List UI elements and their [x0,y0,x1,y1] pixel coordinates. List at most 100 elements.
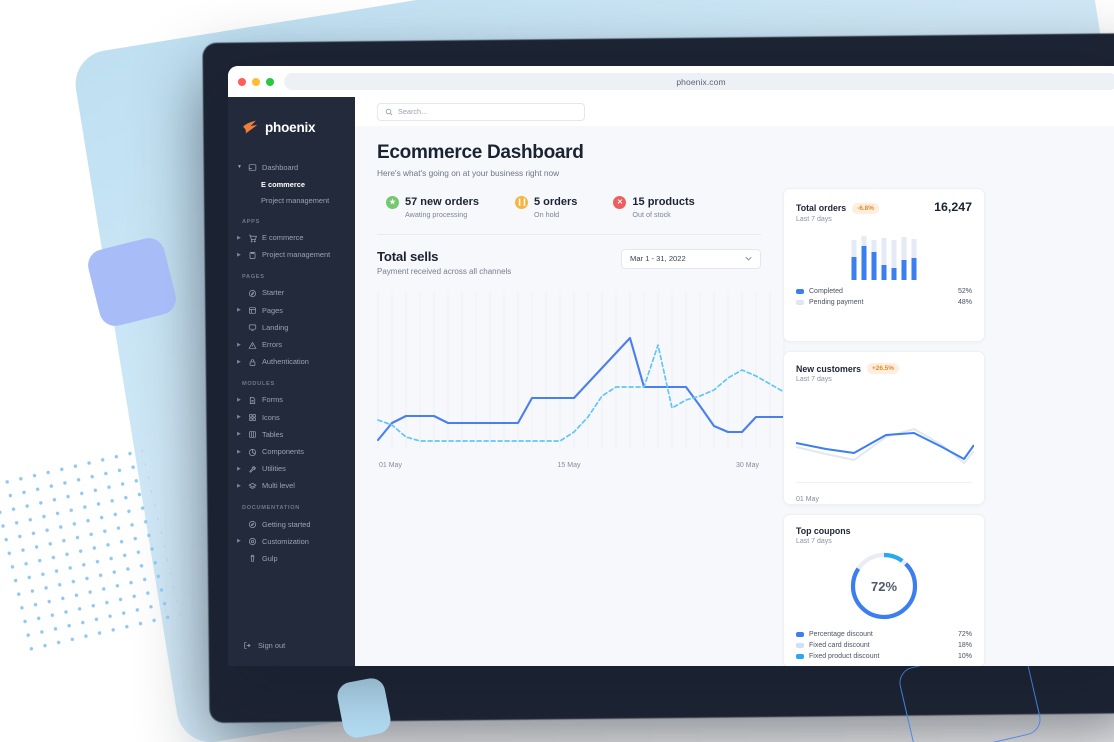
date-range-select[interactable]: Mar 1 - 31, 2022 [621,248,761,269]
stat-on-hold[interactable]: ❙❙ 5 orders On hold [506,195,578,219]
stat-value-on-hold: 5 orders [533,196,578,208]
sidebar-item-errors[interactable]: ▶ Errors [228,337,355,354]
chevron-right-icon: ▶ [237,414,241,421]
sidebar-item-utilities[interactable]: ▶ Utilities [228,461,355,478]
gulp-cup-icon [250,555,255,563]
card-total-orders: Total orders -6.8% 16,247 Last 7 days [783,188,985,342]
chevron-right-icon: ▶ [237,234,241,241]
chart-gridlines [377,291,785,448]
top-coupons-subtitle: Last 7 days [796,538,832,545]
clipboard-icon [249,251,256,259]
legend-label: Percentage discount [809,631,873,638]
chevron-right-icon: ▶ [237,448,241,455]
brand-logo[interactable]: phoenix [228,111,355,143]
sidebar-item-landing[interactable]: Landing [228,319,355,336]
new-customers-axis: 01 May [796,482,972,506]
chevron-right-icon: ▶ [237,465,241,472]
legend-swatch [796,289,804,294]
stat-caption-on-hold: On hold [533,209,560,219]
dashboard-icon [248,164,257,171]
total-sells-subtitle: Payment received across all channels [377,266,512,276]
total-sells-title: Total sells [377,248,439,264]
legend-swatch [796,643,804,648]
minimize-window-button[interactable] [252,77,260,86]
sidebar-label-gulp: Gulp [262,553,278,563]
global-search-input[interactable]: Search... [377,102,585,121]
sign-out-button[interactable]: Sign out [228,641,355,666]
sidebar-item-starter[interactable]: Starter [228,285,355,302]
gear-circle-icon [248,538,257,546]
sign-out-label: Sign out [258,641,286,650]
new-customers-header: New customers +26.5% [796,363,972,374]
chevron-right-icon: ▶ [237,251,241,258]
maximize-window-button[interactable] [266,77,274,86]
legend-value: 48% [957,299,972,306]
new-customers-svg [795,428,975,464]
sidebar-label-tables: Tables [262,429,284,439]
sidebar-label-icons: Icons [262,412,280,422]
pause-badge: ❙❙ [514,195,528,209]
window-traffic-lights[interactable] [238,77,274,86]
total-orders-title: Total orders [796,203,847,213]
sidebar-item-apps-project-management[interactable]: ▶ Project management [228,247,355,264]
total-orders-barchart [796,232,972,284]
sidebar-item-tables[interactable]: ▶ Tables [228,426,355,443]
browser-address-bar[interactable]: phoenix.com [284,73,1114,90]
compass-icon [248,290,257,298]
phoenix-bird-icon [243,120,258,134]
chevron-right-icon: ▶ [237,431,241,438]
cart-icon [249,234,257,242]
legend-item: Percentage discount 72% [796,631,972,638]
form-file-icon [249,397,256,404]
sidebar-item-pages[interactable]: ▶ Pages [228,302,355,319]
stat-strip: ★ 57 new orders Awating processing [377,195,761,235]
sidebar-item-gulp[interactable]: Gulp [228,550,355,567]
sidebar-section-documentation: DOCUMENTATION [242,505,300,511]
sidebar-subitem-ecommerce[interactable]: E commerce [261,179,305,189]
sidebar-section-pages: PAGES [242,273,265,280]
close-window-button[interactable] [238,77,246,86]
sidebar-item-dashboard[interactable]: ▼ Dashboard [228,159,355,176]
xtick-mid: 15 May [557,461,581,469]
sidebar-item-getting-started[interactable]: Getting started [228,516,355,533]
sidebar-item-apps-ecommerce[interactable]: ▶ E commerce [228,230,355,247]
stat-caption-out-of-stock: Out of stock [632,209,671,219]
sidebar-item-icons[interactable]: ▶ Icons [228,409,355,426]
sidebar-item-components[interactable]: ▶ Components [228,443,355,460]
total-sells-svg [376,291,786,448]
total-orders-value: 16,247 [934,200,972,214]
sidebar-label-apps-ecommerce: E commerce [262,233,304,243]
rocket-circle-icon [248,521,257,529]
top-coupons-center-value: 72% [870,578,898,594]
chevron-down-icon [745,256,752,261]
sidebar-label-customization: Customization [262,536,309,546]
legend-label: Pending payment [809,299,864,306]
chevron-right-icon: ▶ [237,396,241,403]
top-coupons-donut: 72% [796,545,972,627]
legend-label: Fixed card discount [809,642,870,649]
baseline-line [795,428,975,464]
sidebar-label-forms: Forms [262,395,283,405]
sidebar-item-multi-level[interactable]: ▶ Multi level [228,478,355,495]
stat-out-of-stock[interactable]: ✕ 15 products Out of stock [604,195,695,219]
global-search-placeholder: Search... [398,107,428,116]
page-subtitle: Here's what's going on at your business … [377,168,560,178]
browser-window: phoenix.com phoenix ▼ [228,66,1114,666]
legend-value: 72% [957,631,972,638]
sidebar-subitem-project-management[interactable]: Project management [261,195,330,205]
right-column: Total orders -6.8% 16,247 Last 7 days [783,178,1114,666]
stat-new-orders[interactable]: ★ 57 new orders Awating processing [377,195,479,219]
chevron-right-icon: ▶ [237,538,241,545]
sidebar-section-apps: APPS [242,218,261,225]
sidebar-item-forms[interactable]: ▶ Forms [228,392,355,409]
legend-item: Fixed product discount 10% [796,653,972,660]
sidebar-item-authentication[interactable]: ▶ Authentication [228,354,355,371]
sidebar-item-customization[interactable]: ▶ Customization [228,533,355,550]
sidebar-label-components: Components [262,446,304,456]
sign-out-icon [244,642,251,649]
chevron-right-icon: ▶ [237,358,241,365]
pause-badge-icon: ❙❙ [506,195,528,218]
xtick-start: 01 May [379,461,402,469]
sidebar-label-utilities: Utilities [262,464,286,474]
legend-value: 52% [957,288,972,295]
